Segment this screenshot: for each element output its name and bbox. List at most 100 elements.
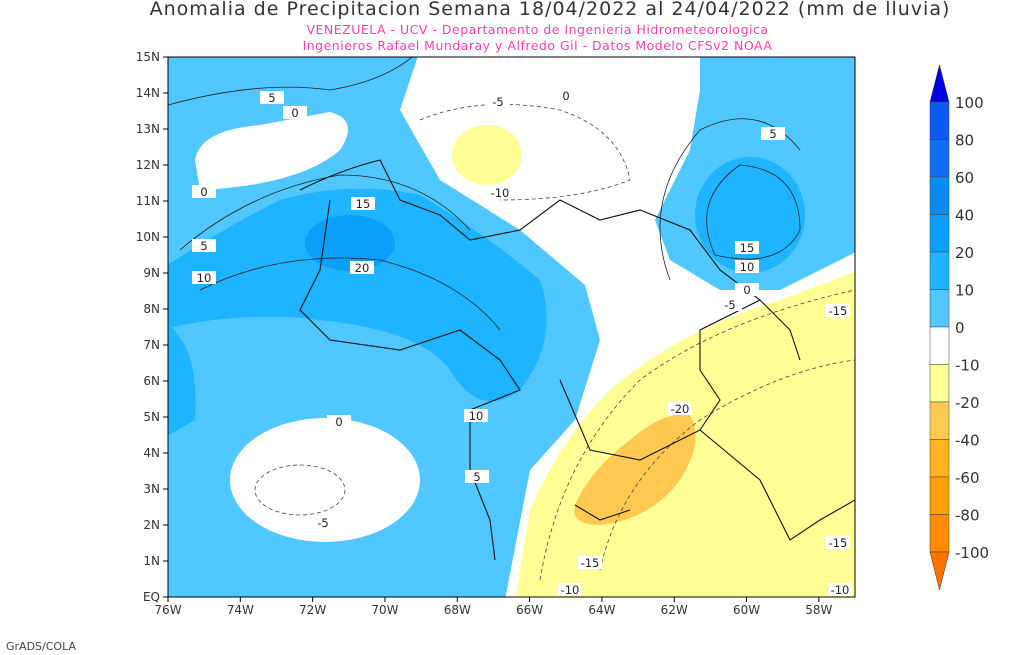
- contour-label-bg: [465, 470, 489, 483]
- lon-label: 60W: [733, 603, 760, 617]
- contour-label-bg: [735, 241, 759, 254]
- contour-label: 10: [740, 260, 755, 274]
- anomaly-10-20-west: [168, 188, 547, 402]
- footer-credit: GrADS/COLA: [6, 640, 76, 653]
- lat-label: 11N: [136, 194, 160, 208]
- colorbar-segment: [929, 176, 950, 215]
- lon-label: 68W: [444, 603, 471, 617]
- lat-label: 12N: [136, 158, 160, 172]
- contour-label-bg: [311, 516, 335, 529]
- anomaly-white-northwest: [195, 112, 348, 190]
- anomaly-20-40-center: [305, 215, 395, 271]
- colorbar-segment: [929, 514, 950, 553]
- lat-label: 15N: [136, 50, 160, 64]
- contour-label: -15: [829, 536, 848, 550]
- contour-label-bg: [826, 304, 850, 317]
- colorbar-label: -40: [955, 432, 980, 450]
- colorbar-label: -20: [955, 394, 980, 412]
- colorbar-segment: [929, 401, 950, 440]
- colorbar-segment: [929, 289, 950, 328]
- contour-label: 15: [740, 241, 755, 255]
- contour-label-bg: [761, 127, 785, 140]
- anomaly-neg20-40: [574, 414, 696, 525]
- lon-label: 66W: [516, 603, 543, 617]
- contour-label-bg: [350, 261, 374, 274]
- shaded-field: [168, 57, 855, 597]
- lat-label: 13N: [136, 122, 160, 136]
- colorbar-segment: [929, 439, 950, 478]
- plot-frame: [167, 56, 856, 598]
- contour-label: -15: [829, 304, 848, 318]
- contour-label: 0: [335, 415, 342, 429]
- lon-label: 76W: [154, 603, 181, 617]
- contour-label-bg: [260, 91, 284, 104]
- contour-label: -5: [317, 516, 328, 530]
- contour-label-bg: [578, 556, 602, 569]
- lat-label: 5N: [143, 410, 160, 424]
- map-title: Anomalia de Precipitacion Semana 18/04/2…: [149, 0, 951, 20]
- contour-label: -20: [671, 402, 690, 416]
- negative-contours: [254, 103, 855, 581]
- colorbar-segment: [929, 326, 950, 365]
- colorbar-label: -60: [955, 469, 980, 487]
- colorbar-segment: [929, 476, 950, 515]
- contour-label-bg: [826, 536, 850, 549]
- lat-label: 10N: [136, 230, 160, 244]
- colorbar-label: 10: [955, 282, 974, 300]
- lon-label: 72W: [299, 603, 326, 617]
- contour-label-bg: [735, 260, 759, 273]
- colorbar-label: -100: [955, 544, 989, 562]
- lat-label: 6N: [143, 374, 160, 388]
- contour-label-bg: [351, 197, 375, 210]
- colorbar-label: 0: [955, 319, 965, 337]
- contour-label: 5: [268, 91, 275, 105]
- contour-label: -5: [724, 298, 735, 312]
- lat-label: 4N: [143, 446, 160, 460]
- contour-label: 0: [291, 106, 298, 120]
- contour-label: 5: [473, 470, 480, 484]
- contour-label-bg: [828, 583, 852, 596]
- contour-label: 0: [562, 89, 569, 103]
- colorbar-segment: [929, 139, 950, 178]
- contour-label-bg: [192, 271, 216, 284]
- lat-label: EQ: [143, 590, 160, 604]
- anomaly-white-south: [230, 418, 420, 542]
- contour-label-bg: [735, 283, 759, 296]
- lon-label: 74W: [227, 603, 254, 617]
- colorbar-label: 40: [955, 207, 974, 225]
- contour-label-bg: [192, 185, 216, 198]
- contour-label: 5: [200, 239, 207, 253]
- anomaly-10-20-westedge: [168, 325, 196, 436]
- lat-label: 14N: [136, 86, 160, 100]
- contour-label-bg: [668, 402, 692, 415]
- colorbar-segment: [929, 214, 950, 253]
- contour-label: -10: [561, 583, 580, 597]
- contour-lines: [168, 57, 801, 331]
- lon-label: 70W: [371, 603, 398, 617]
- lat-label: 8N: [143, 302, 160, 316]
- lat-label: 3N: [143, 482, 160, 496]
- lon-label: 62W: [661, 603, 688, 617]
- contour-label-bg: [283, 106, 307, 119]
- colorbar-label: 80: [955, 132, 974, 150]
- colorbar-segment: [929, 251, 950, 290]
- lat-label: 7N: [143, 338, 160, 352]
- contour-label-bg: [486, 95, 510, 108]
- contour-label-bg: [554, 89, 578, 102]
- colorbar-label: 100: [955, 94, 984, 112]
- contour-label: -10: [831, 583, 850, 597]
- anomaly-10-20-northeast: [695, 157, 805, 273]
- subtitle-institution: VENEZUELA - UCV - Departamento de Ingeni…: [306, 22, 769, 37]
- longitude-labels: 76W 74W 72W 70W 68W 66W 64W 62W 60W 58W: [154, 597, 833, 617]
- colorbar-label: -80: [955, 507, 980, 525]
- lat-label: 2N: [143, 518, 160, 532]
- contour-label-bg: [327, 415, 351, 428]
- contour-label: 5: [769, 127, 776, 141]
- contour-label: 0: [743, 283, 750, 297]
- contour-label-bg: [488, 186, 512, 199]
- contour-label: 10: [469, 409, 484, 423]
- contour-label-bg: [192, 239, 216, 252]
